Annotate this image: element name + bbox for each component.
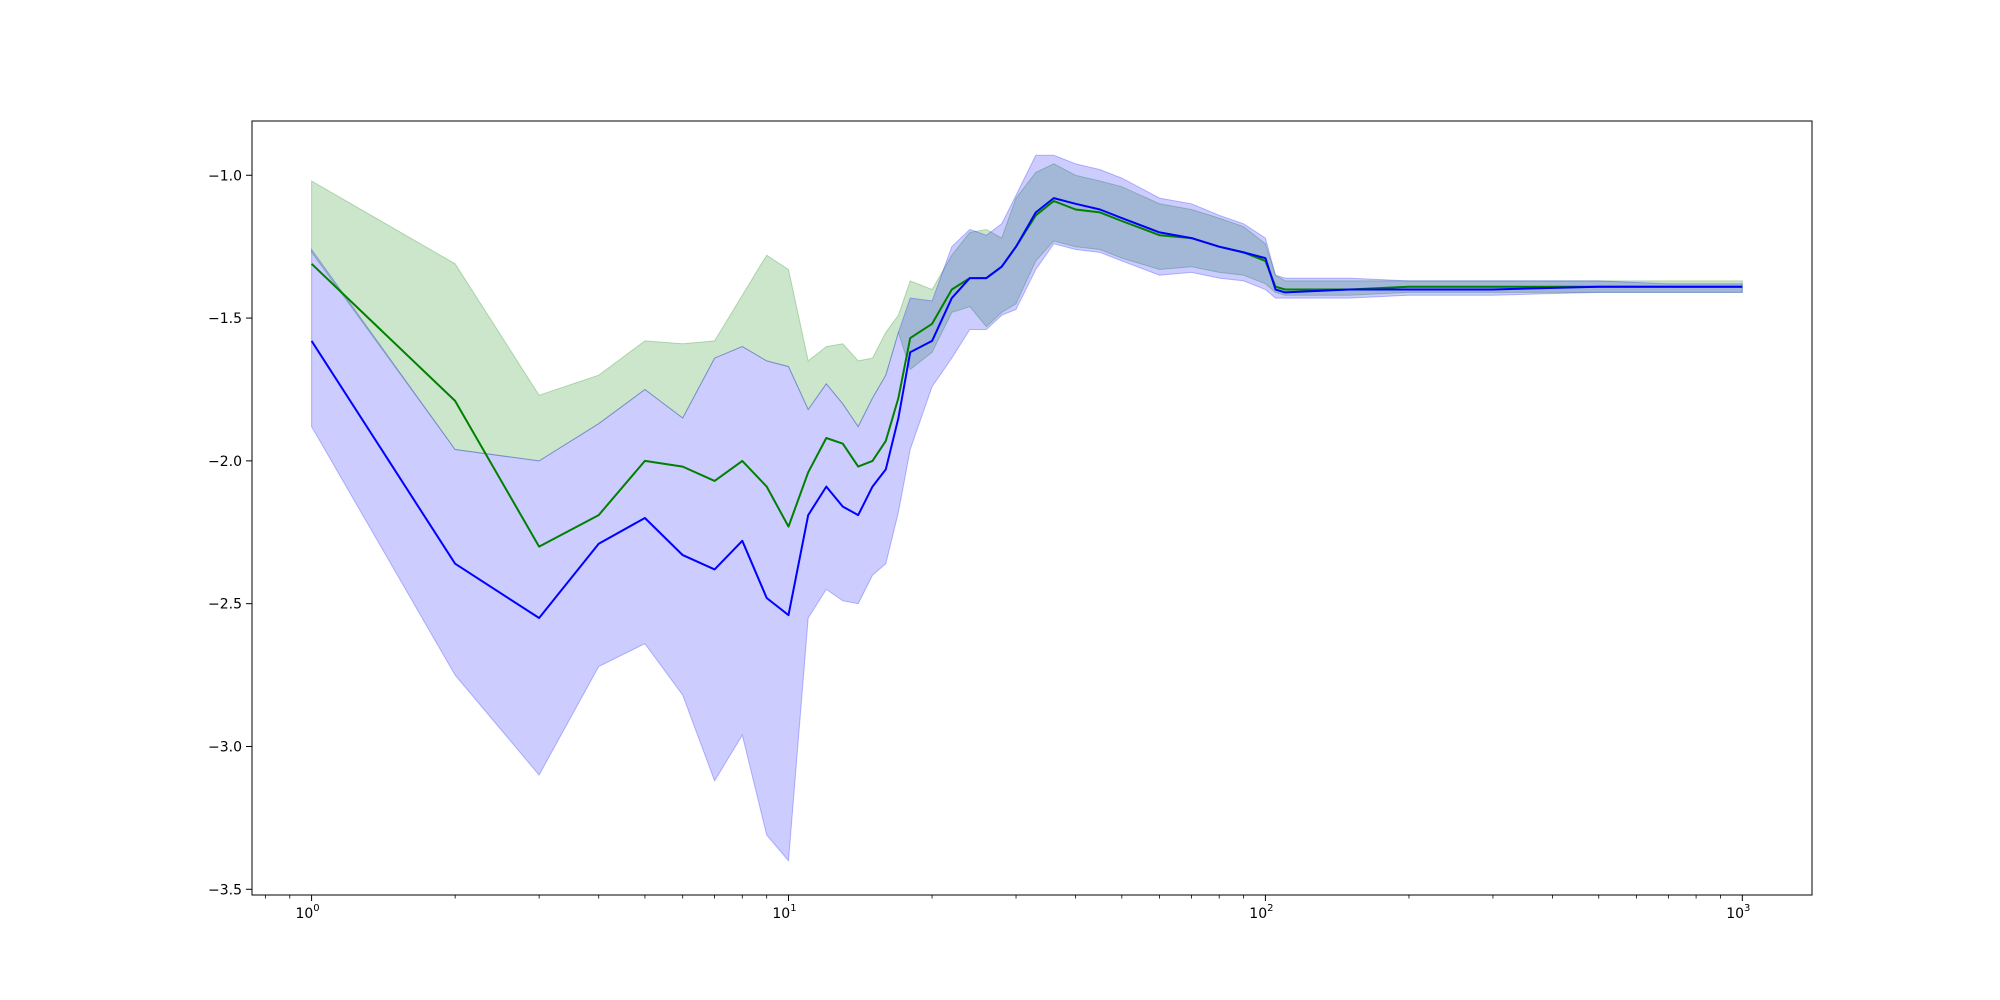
x-tick-label: 102 [1249,903,1273,922]
x-tick-label: 101 [772,903,796,922]
confidence-band-2 [311,154,1743,862]
confidence-bands [311,154,1743,862]
plot-frame [251,120,1813,896]
y-tick-label: −2.5 [208,597,242,613]
y-tick-label: −2.0 [208,454,242,470]
series-lines [310,197,1743,619]
y-axis: −1.0 −1.5 −2.0 −2.5 −3.0 −3.5 [208,168,252,898]
x-tick-label: 100 [295,903,319,922]
y-tick-label: −3.5 [208,882,242,898]
y-tick-label: −1.0 [208,168,242,184]
x-tick-label: 103 [1726,903,1750,922]
y-tick-label: −1.5 [208,311,242,327]
confidence-band-1 [311,163,1743,462]
x-axis: 100 101 102 103 [264,895,1750,922]
y-tick-label: −3.0 [208,739,242,755]
series-line-2 [310,197,1743,619]
